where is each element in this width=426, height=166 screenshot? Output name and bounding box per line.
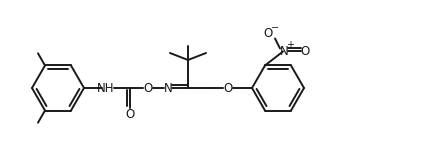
Text: N: N <box>163 82 172 94</box>
Text: N: N <box>279 45 288 58</box>
Text: −: − <box>271 23 279 34</box>
Text: NH: NH <box>97 82 115 94</box>
Text: O: O <box>223 82 232 94</box>
Text: +: + <box>285 41 294 50</box>
Text: O: O <box>263 27 272 40</box>
Text: O: O <box>299 45 309 58</box>
Text: O: O <box>143 82 152 94</box>
Text: O: O <box>125 109 134 122</box>
